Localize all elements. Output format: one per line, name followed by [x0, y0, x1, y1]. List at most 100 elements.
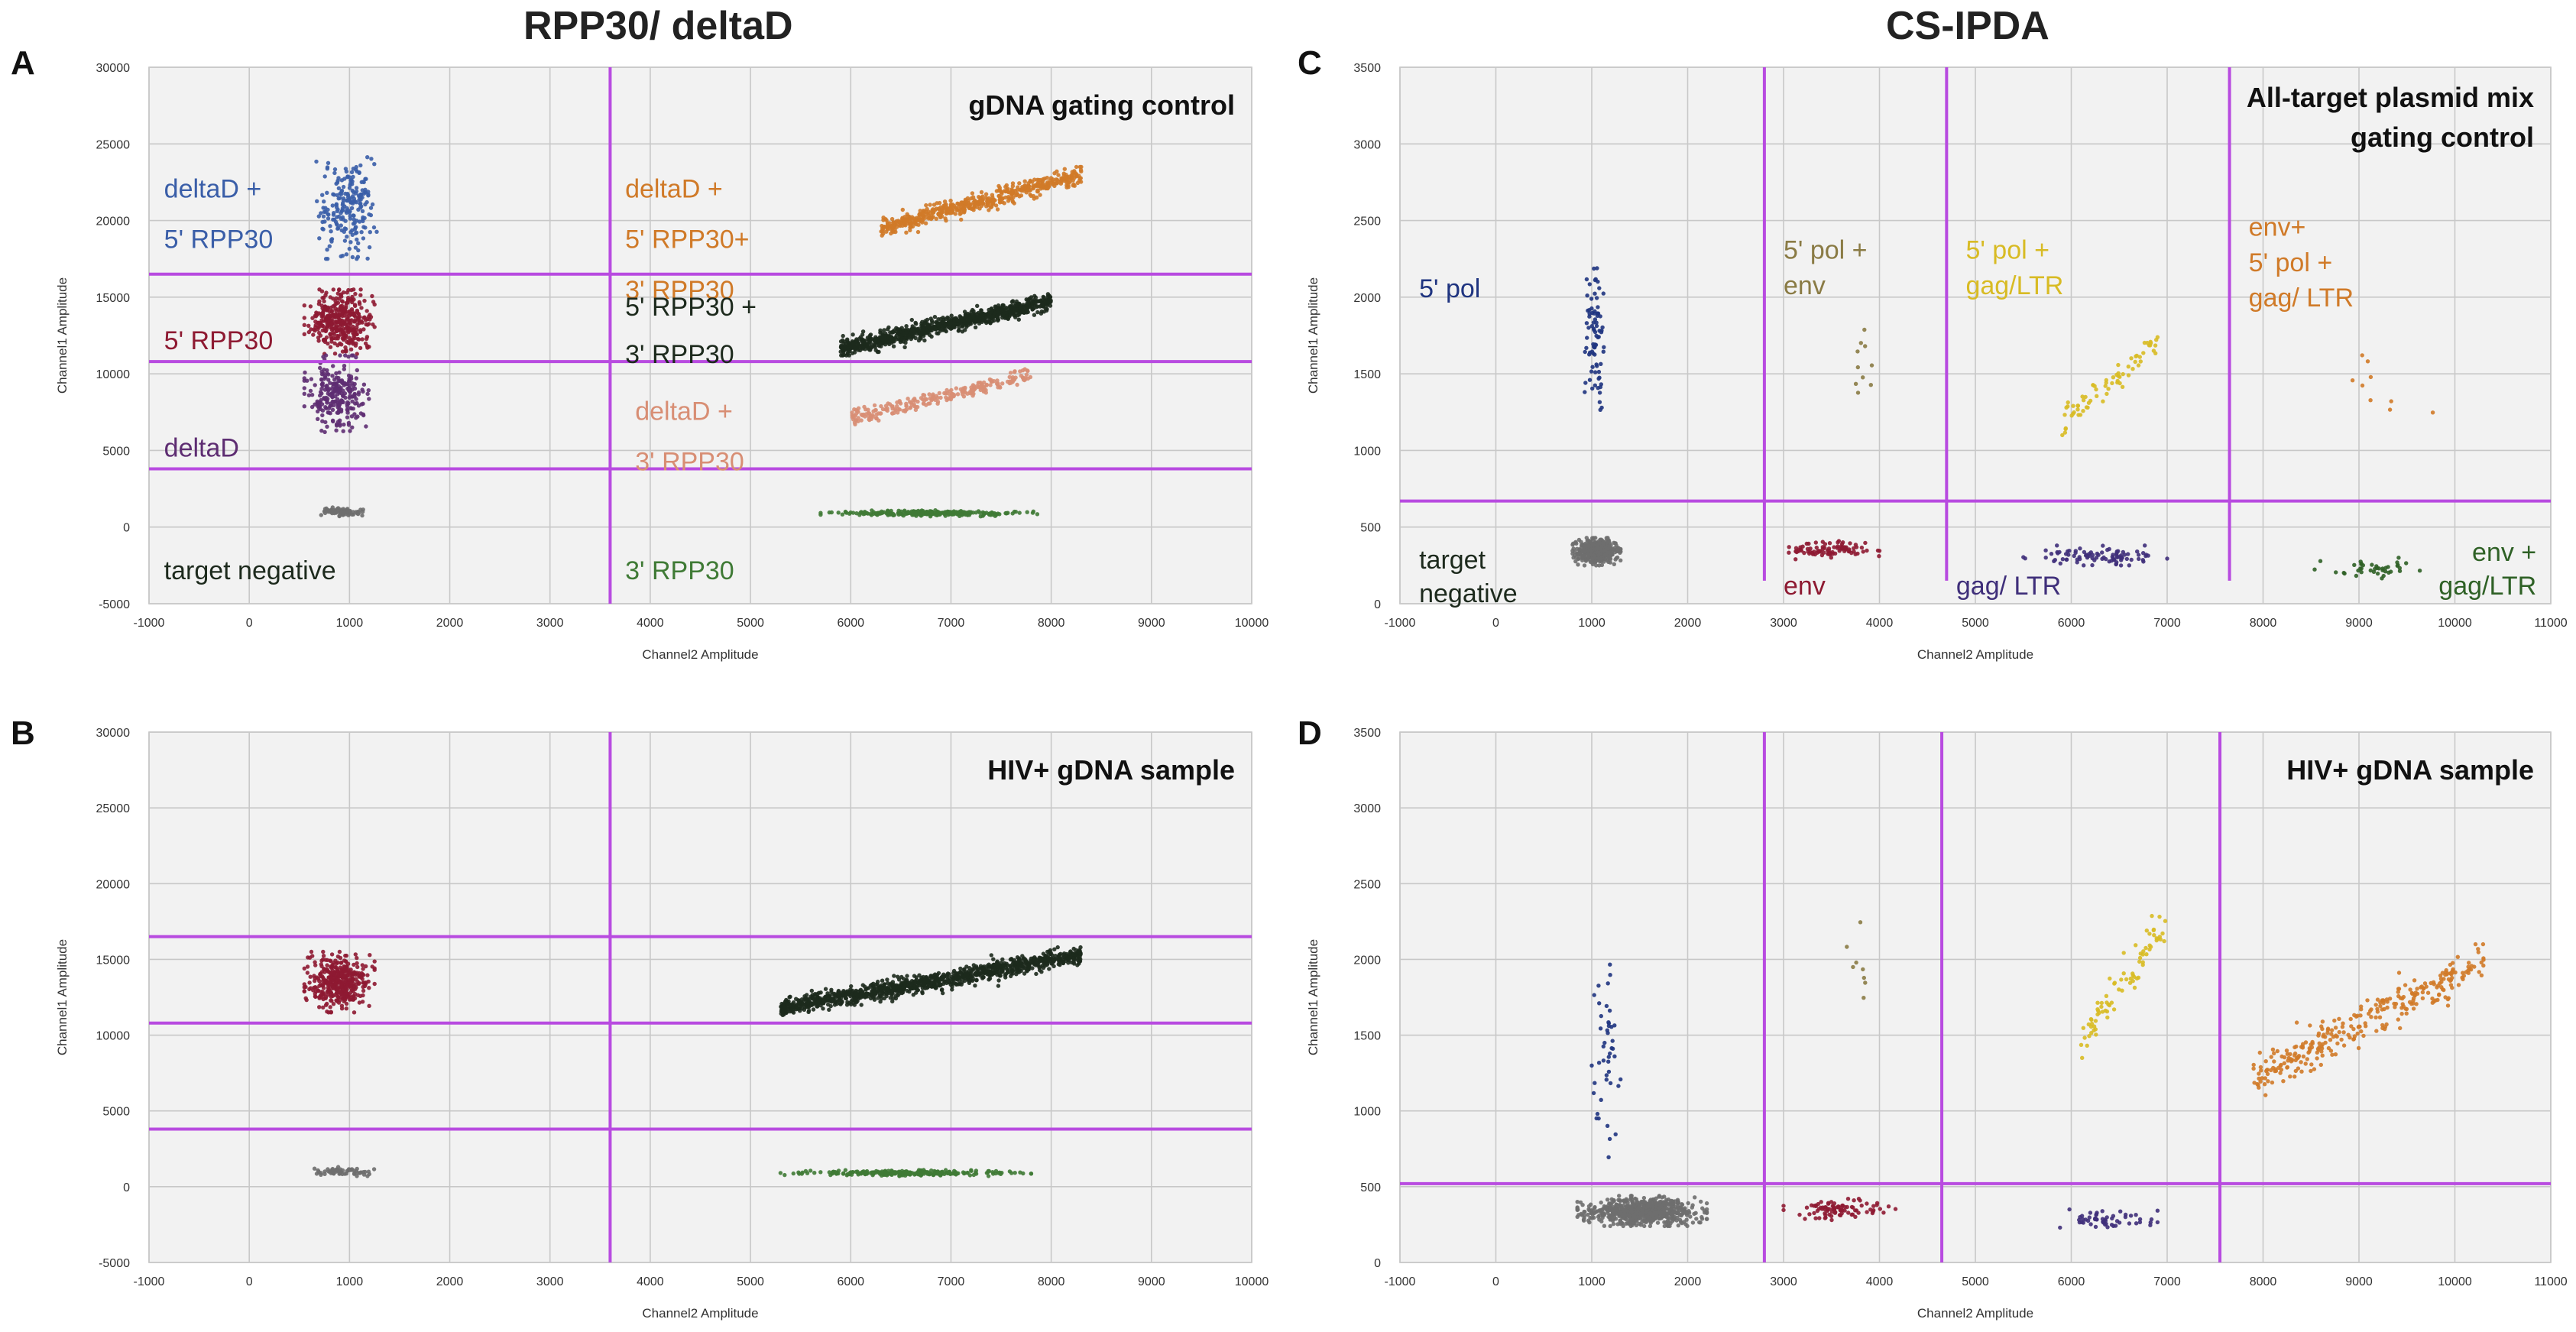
chart-a-droplet-point — [944, 219, 948, 223]
chart-b-x-tick-label: 9000 — [1138, 1275, 1165, 1288]
chart-a-droplet-point — [988, 383, 993, 387]
chart-b-droplet-point — [897, 984, 902, 990]
chart-a-droplet-point — [884, 225, 889, 229]
chart-a-droplet-point — [996, 381, 1000, 386]
chart-a-droplet-point — [898, 223, 902, 228]
chart-b-droplet-point — [811, 1007, 816, 1012]
chart-a-droplet-point — [989, 378, 993, 383]
chart-a-droplet-point — [1010, 377, 1016, 381]
chart-b-droplet-point — [1013, 1171, 1017, 1175]
chart-b-droplet-point — [335, 977, 339, 983]
chart-b-droplet-point — [883, 986, 887, 990]
chart-a-y-tick-label: 15000 — [96, 292, 131, 305]
chart-a-droplet-point — [361, 401, 365, 406]
chart-b-droplet-point — [778, 1171, 783, 1175]
chart-b-droplet-point — [834, 1171, 838, 1176]
chart-b-droplet-point — [305, 971, 310, 975]
chart-a-droplet-point — [339, 342, 344, 347]
chart-b-droplet-point — [971, 977, 976, 981]
chart-a-droplet-point — [353, 343, 358, 348]
chart-a-cluster-label: 3' RPP30 — [625, 340, 734, 369]
chart-a-cluster-label: deltaD — [164, 433, 239, 462]
chart-b-droplet-point — [849, 984, 854, 989]
chart-a-droplet-point — [971, 313, 976, 319]
chart-b-droplet-point — [1035, 961, 1039, 965]
chart-b-droplet-point — [360, 1000, 365, 1004]
chart-a-droplet-point — [306, 323, 311, 328]
chart-a-droplet-point — [992, 318, 996, 323]
chart-b-droplet-point — [873, 991, 878, 997]
chart-a-droplet-point — [325, 248, 329, 252]
chart-a-droplet-point — [333, 219, 339, 225]
chart-a-droplet-point — [344, 210, 349, 216]
chart-a-droplet-point — [323, 257, 329, 261]
chart-a-droplet-point — [330, 313, 335, 318]
chart-b-droplet-point — [1077, 948, 1082, 954]
chart-a-droplet-point — [895, 400, 899, 405]
chart-a-title: gDNA gating control — [968, 89, 1235, 121]
chart-a-droplet-point — [361, 316, 366, 320]
chart-a-droplet-point — [931, 210, 936, 215]
chart-a-cluster-label: deltaD + — [635, 397, 733, 426]
chart-b-droplet-point — [321, 949, 326, 954]
chart-a-droplet-point — [936, 317, 941, 322]
chart-a-droplet-point — [1008, 313, 1013, 318]
chart-a-y-tick-label: 30000 — [96, 62, 131, 75]
chart-a-droplet-point — [353, 331, 358, 336]
chart-a-droplet-point — [355, 237, 359, 242]
chart-b-droplet-point — [321, 954, 326, 958]
chart-a-droplet-point — [330, 407, 335, 412]
chart-a-droplet-point — [1035, 300, 1040, 304]
chart-a-droplet-point — [1026, 185, 1031, 190]
chart-a-droplet-point — [960, 322, 965, 328]
chart-b-droplet-point — [339, 992, 344, 997]
chart-b-droplet-point — [886, 987, 891, 991]
chart-a-droplet-point — [351, 384, 356, 388]
chart-a-droplet-point — [1000, 306, 1005, 311]
chart-a-droplet-point — [342, 319, 347, 324]
chart-a-droplet-point — [363, 341, 368, 346]
chart-a-droplet-point — [345, 315, 350, 320]
chart-a-droplet-point — [862, 340, 867, 345]
chart-b-droplet-point — [1051, 964, 1056, 969]
chart-a-droplet-point — [360, 337, 365, 342]
chart-a-droplet-point — [915, 327, 920, 332]
chart-c-x-tick-label: 7000 — [2153, 617, 2181, 630]
chart-a-droplet-point — [355, 322, 360, 326]
chart-a-droplet-point — [1045, 292, 1051, 297]
chart-b-droplet-point — [1071, 946, 1076, 951]
chart-b-droplet-point — [973, 984, 977, 988]
chart-a-droplet-point — [1039, 183, 1043, 188]
chart-a-droplet-point — [329, 321, 334, 326]
chart-b-droplet-point — [897, 1170, 902, 1175]
chart-b-droplet-point — [371, 1167, 377, 1172]
chart-a-droplet-point — [354, 186, 359, 190]
chart-a-droplet-point — [863, 343, 868, 348]
chart-b-x-tick-label: 3000 — [536, 1275, 564, 1288]
chart-a-droplet-point — [349, 287, 354, 293]
chart-b-droplet-point — [856, 993, 860, 998]
chart-b-droplet-point — [783, 1000, 788, 1004]
chart-b-droplet-point — [322, 1169, 327, 1174]
chart-b-droplet-point — [355, 1166, 359, 1172]
chart-a-droplet-point — [348, 429, 352, 433]
chart-a-droplet-point — [924, 397, 929, 402]
chart-a-droplet-point — [986, 203, 991, 208]
chart-b-droplet-point — [365, 1174, 370, 1178]
chart-a-droplet-point — [1017, 510, 1022, 515]
chart-b-droplet-point — [1078, 945, 1083, 950]
chart-b-droplet-point — [319, 1172, 323, 1178]
left-section-title: RPP30/ deltaD — [523, 4, 793, 48]
chart-a-droplet-point — [345, 407, 350, 412]
chart-b-droplet-point — [365, 973, 370, 977]
chart-a-droplet-point — [958, 509, 964, 514]
chart-b-droplet-point — [361, 980, 366, 985]
chart-b-droplet-point — [974, 977, 979, 983]
chart-a-droplet-point — [891, 344, 896, 348]
chart-a-cluster-label: 5' RPP30+ — [625, 225, 749, 254]
chart-b-droplet-point — [838, 990, 842, 995]
chart-b-droplet-point — [848, 1002, 854, 1007]
chart-b-droplet-point — [799, 1001, 804, 1006]
chart-a-droplet-point — [967, 390, 973, 394]
chart-a-droplet-point — [331, 287, 335, 292]
